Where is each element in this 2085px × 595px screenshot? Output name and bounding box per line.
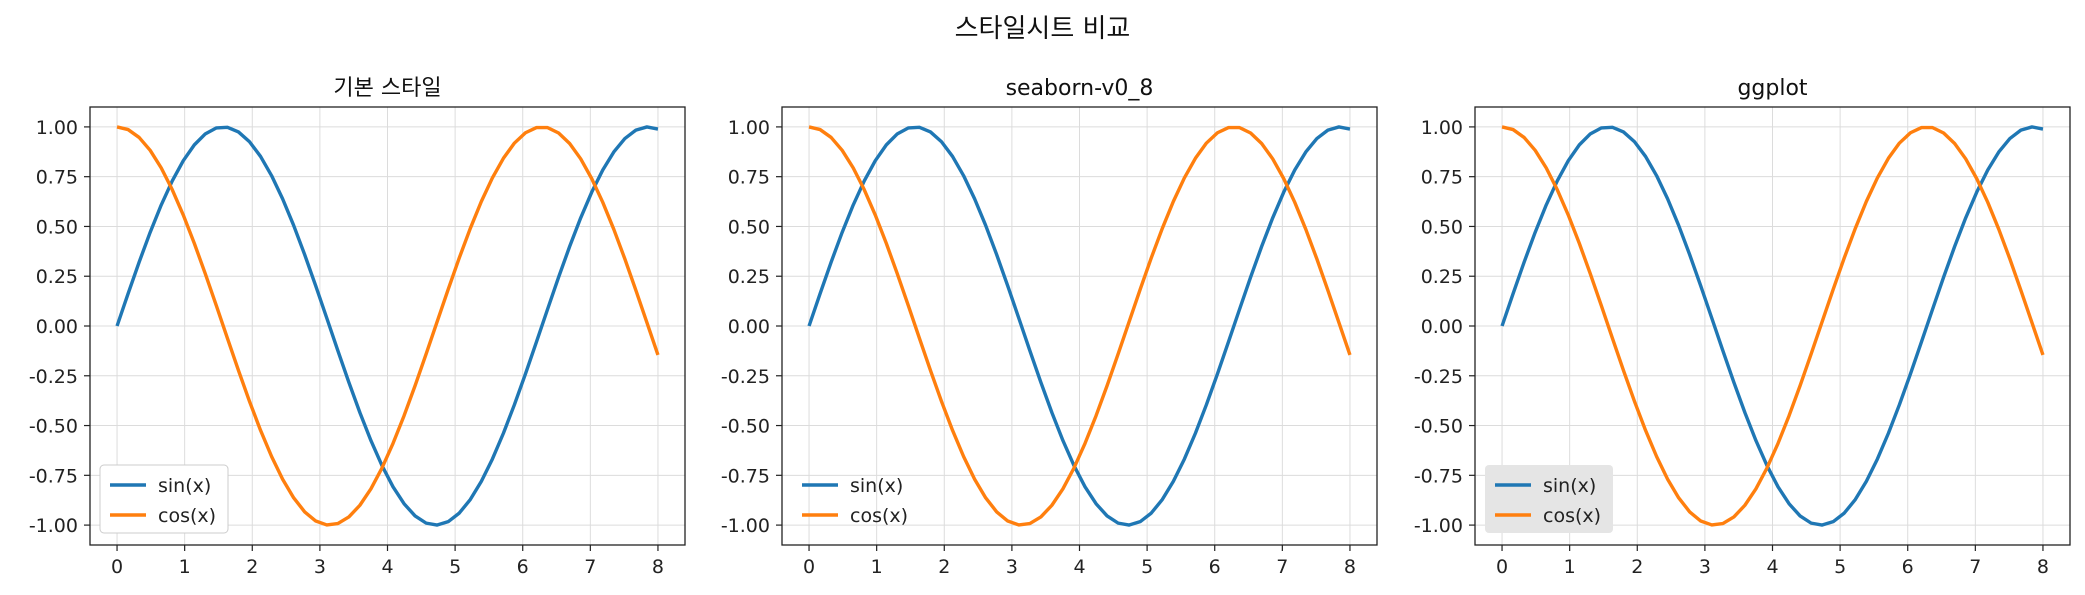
legend-label: cos(x) [158, 505, 216, 527]
plot-frame [89, 106, 686, 546]
legend-label: sin(x) [1543, 475, 1596, 497]
x-tick-label: 7 [1276, 556, 1288, 578]
series-line-cos [808, 125, 1352, 527]
y-tick-label: -1.00 [721, 515, 770, 537]
x-tick-label: 0 [803, 556, 815, 578]
y-tick-label: 0.00 [36, 316, 78, 338]
x-tick-label: 2 [246, 556, 258, 578]
y-tick-label: 0.75 [728, 167, 770, 189]
plot-frame [1474, 106, 2071, 546]
x-tick-label: 8 [2037, 556, 2049, 578]
x-tick-label: 8 [652, 556, 664, 578]
y-tick-label: -1.00 [29, 515, 78, 537]
y-tick-label: 0.25 [1421, 266, 1463, 288]
x-tick-label: 5 [1834, 556, 1846, 578]
series-line-cos [1501, 125, 2045, 527]
x-tick-label: 6 [1902, 556, 1914, 578]
y-tick-label: -0.50 [721, 416, 770, 438]
y-tick-label: 1.00 [728, 117, 770, 139]
y-tick-label: -1.00 [1414, 515, 1463, 537]
x-tick-label: 0 [1496, 556, 1508, 578]
series-line-sin [115, 125, 659, 527]
legend-label: cos(x) [850, 505, 908, 527]
chart-panel-2: seaborn-v0_8 0 1 2 3 4 5 6 7 8 1.00 0.75 0.50 0.25 0.0… [721, 76, 1378, 578]
legend-label: sin(x) [850, 475, 903, 497]
y-tick-label: 0.75 [36, 167, 78, 189]
y-tick-label: -0.75 [1414, 465, 1463, 487]
series-line-sin [807, 125, 1351, 527]
chart-panel-1: 기본 스타일 0 1 2 3 4 5 6 7 8 1.00 0.75 0.50 0.25 0.00 -0.25… [29, 76, 686, 578]
x-tick-label: 7 [584, 556, 596, 578]
y-tick-label: 0.25 [728, 266, 770, 288]
y-tick-label: -0.50 [29, 416, 78, 438]
y-tick-label: 0.50 [728, 216, 770, 238]
plot-frame [781, 106, 1378, 546]
y-tick-label: -0.25 [1414, 366, 1463, 388]
panel-title: seaborn-v0_8 [1006, 76, 1154, 101]
y-tick-label: -0.25 [721, 366, 770, 388]
x-tick-label: 6 [1209, 556, 1221, 578]
x-tick-label: 5 [449, 556, 461, 578]
x-tick-label: 4 [1766, 556, 1778, 578]
series-line-sin [1500, 125, 2044, 527]
y-tick-label: 1.00 [36, 117, 78, 139]
y-tick-label: 0.00 [1421, 316, 1463, 338]
x-tick-label: 3 [1006, 556, 1018, 578]
y-tick-label: 0.00 [728, 316, 770, 338]
panel-title: ggplot [1737, 76, 1807, 101]
y-tick-label: 0.25 [36, 266, 78, 288]
chart-panel-3: ggplot 0 1 2 3 4 5 6 7 8 1.00 0.75 0.50 0.25 0.00 -0.25… [1414, 76, 2071, 578]
y-tick-label: 0.75 [1421, 167, 1463, 189]
x-tick-label: 2 [1631, 556, 1643, 578]
figure-title: 스타일시트 비교 [954, 14, 1131, 44]
y-tick-label: 0.50 [1421, 216, 1463, 238]
y-tick-label: 0.50 [36, 216, 78, 238]
x-tick-label: 5 [1141, 556, 1153, 578]
x-tick-label: 7 [1969, 556, 1981, 578]
x-tick-label: 6 [517, 556, 529, 578]
x-tick-label: 1 [871, 556, 883, 578]
x-tick-label: 0 [111, 556, 123, 578]
y-tick-label: -0.25 [29, 366, 78, 388]
legend-label: sin(x) [158, 475, 211, 497]
series-line-cos [116, 125, 660, 527]
y-tick-label: -0.75 [721, 465, 770, 487]
x-tick-label: 4 [1073, 556, 1085, 578]
x-tick-label: 1 [179, 556, 191, 578]
x-tick-label: 3 [1699, 556, 1711, 578]
y-tick-label: 1.00 [1421, 117, 1463, 139]
x-tick-label: 4 [381, 556, 393, 578]
legend-label: cos(x) [1543, 505, 1601, 527]
x-tick-label: 2 [938, 556, 950, 578]
x-tick-label: 3 [314, 556, 326, 578]
y-tick-label: -0.75 [29, 465, 78, 487]
panel-title: 기본 스타일 [333, 76, 441, 101]
x-tick-label: 8 [1344, 556, 1356, 578]
y-tick-label: -0.50 [1414, 416, 1463, 438]
x-tick-label: 1 [1564, 556, 1576, 578]
